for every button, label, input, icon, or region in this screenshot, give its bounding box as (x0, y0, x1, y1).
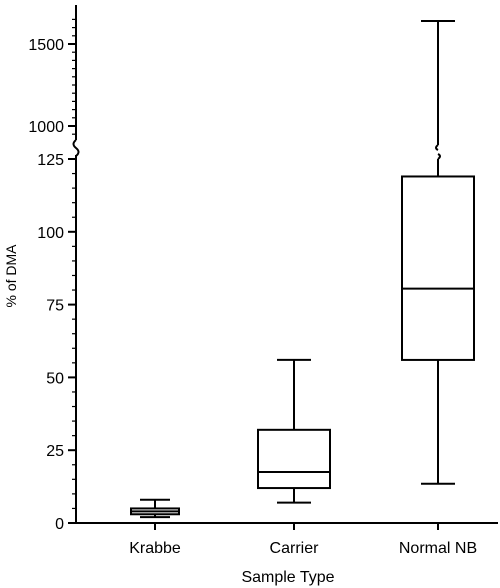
y-tick-label: 75 (46, 298, 64, 315)
box-iqr (257, 428, 331, 490)
y-axis-break-mark (72, 139, 80, 157)
box-krabbe (130, 498, 180, 519)
x-tick-label: Carrier (270, 540, 320, 557)
y-axis (72, 5, 80, 523)
y-tick-label: 1500 (28, 37, 64, 54)
y-tick-label: 1000 (28, 119, 64, 136)
box-carrier (257, 358, 331, 504)
whisker-break-mark (437, 153, 441, 160)
x-ticks: Krabbe Carrier Normal NB (129, 523, 477, 557)
x-axis-title: Sample Type (241, 569, 334, 586)
y-axis-title: % of DMA (3, 244, 19, 308)
x-tick-label: Krabbe (129, 540, 181, 557)
whisker-break-mark (435, 144, 439, 151)
box-normal-nb (401, 20, 475, 485)
y-tick-label: 100 (37, 225, 64, 242)
y-ticks: 0 25 50 75 100 125 1000 1500 (28, 18, 76, 533)
x-tick-label: Normal NB (399, 540, 477, 557)
y-tick-label: 50 (46, 370, 64, 387)
y-tick-label: 125 (37, 152, 64, 169)
box-iqr (401, 175, 475, 361)
y-tick-label: 0 (55, 516, 64, 533)
boxes (130, 20, 475, 519)
y-tick-label: 25 (46, 443, 64, 460)
